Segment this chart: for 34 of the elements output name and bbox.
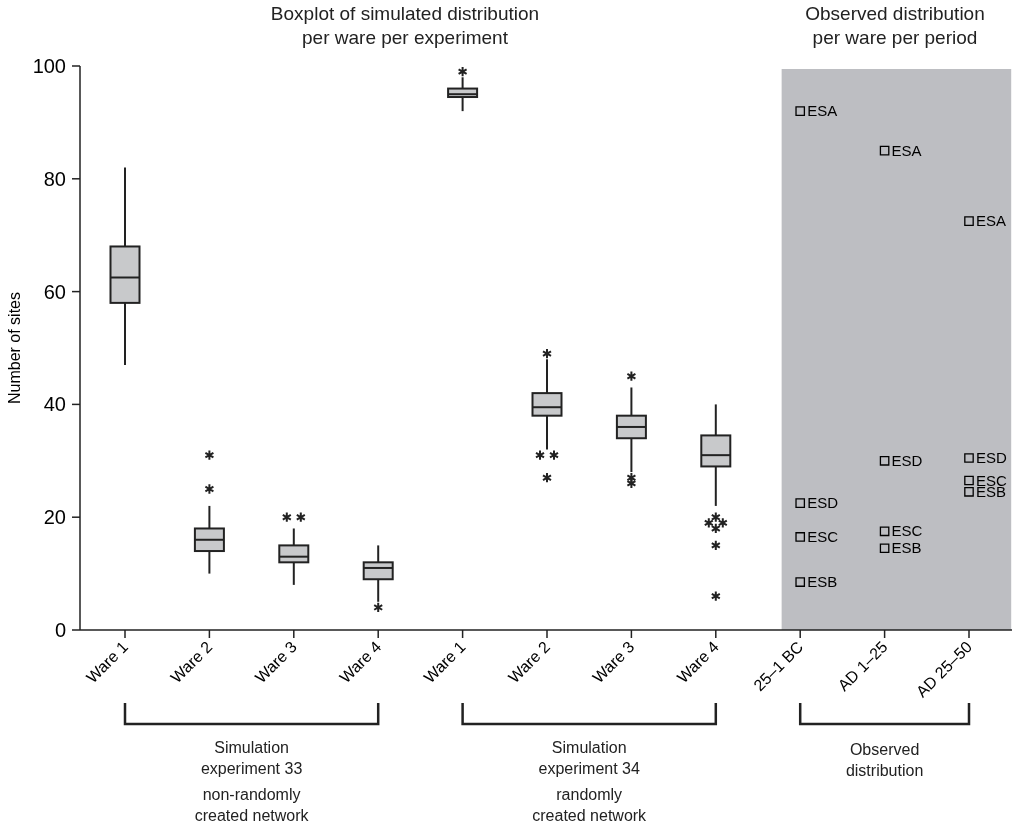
point xyxy=(795,532,806,542)
point xyxy=(964,475,974,486)
point xyxy=(795,498,806,508)
text: ESC xyxy=(891,522,923,540)
point xyxy=(964,486,974,497)
text: ESD xyxy=(976,448,1007,466)
y-axis-title: Number of sites xyxy=(6,291,23,405)
y-tick-label: 60 xyxy=(43,280,66,303)
text: ESB xyxy=(891,539,922,557)
y-tick-label: 20 xyxy=(43,506,66,529)
point xyxy=(879,145,890,156)
text: ESA xyxy=(891,141,922,159)
text: ESA xyxy=(976,212,1007,230)
point xyxy=(795,106,806,116)
series-label: ESC xyxy=(807,527,839,545)
point xyxy=(879,526,890,537)
y-tick-label: 100 xyxy=(32,55,66,77)
point xyxy=(795,577,806,587)
text: non-randomly created network xyxy=(194,786,310,824)
text: Observed distribution per ware per period xyxy=(805,3,985,48)
y-tick-label: 0 xyxy=(54,619,66,641)
chart-title: Boxplot of simulated distribution per ware per experiment xyxy=(270,3,540,48)
point xyxy=(879,455,890,466)
series-label: ESD xyxy=(807,494,839,512)
text: ESD xyxy=(891,451,923,469)
point xyxy=(964,453,974,463)
series-label: ESA xyxy=(807,102,838,120)
point xyxy=(964,216,974,226)
y-tick-label: 40 xyxy=(43,393,66,416)
text: Observed distribution xyxy=(845,741,924,779)
y-tick-label: 80 xyxy=(43,167,66,190)
point xyxy=(879,543,890,554)
series-label: ESB xyxy=(807,573,838,591)
text: randomly created network xyxy=(532,786,648,824)
